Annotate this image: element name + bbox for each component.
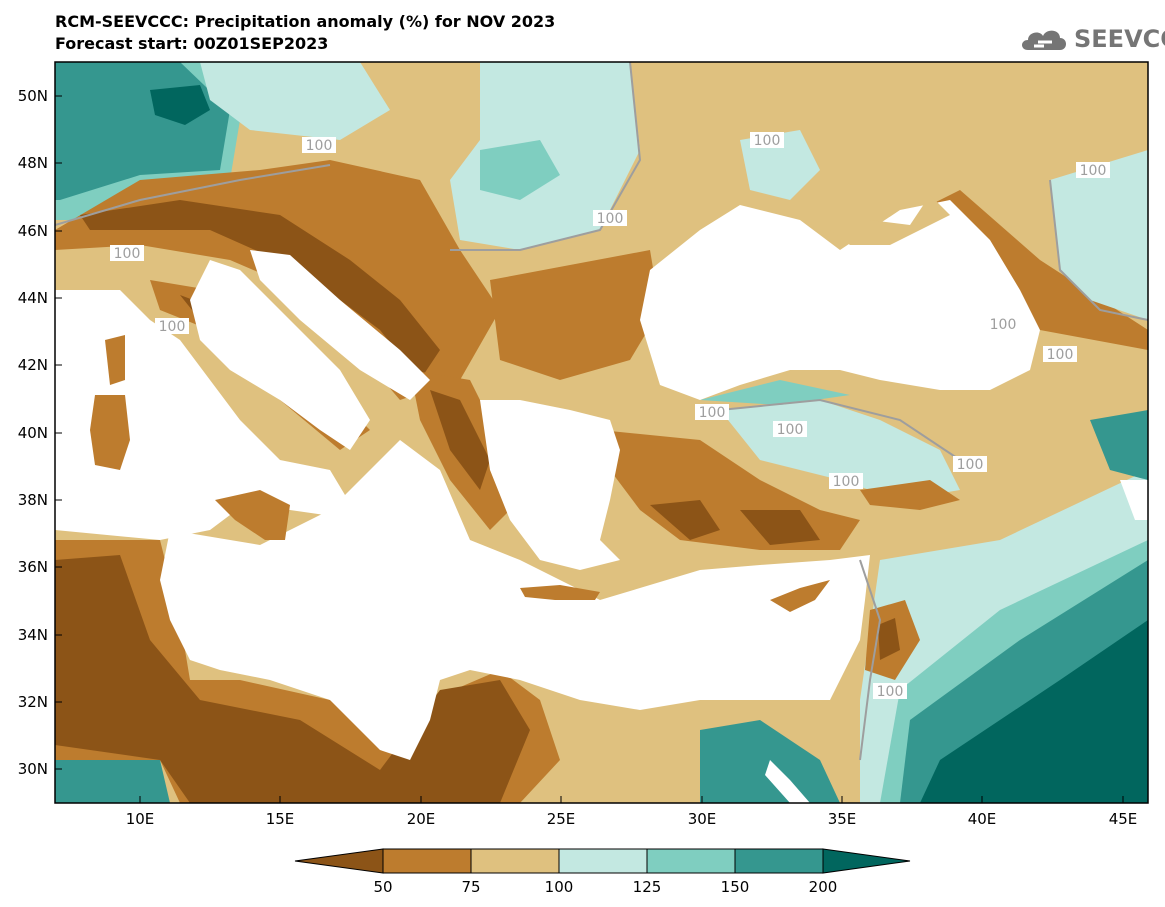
- lon-label-15e: 15E: [266, 810, 295, 828]
- cloud-icon: [1022, 30, 1066, 50]
- contour-label-text: 100: [877, 684, 904, 700]
- czech-slight-wet: [200, 62, 390, 140]
- red-sea-gulf: [765, 760, 810, 803]
- contour-label-text: 100: [114, 246, 141, 262]
- contour-label: 100: [110, 245, 144, 262]
- anatolia-north-wet: [700, 380, 850, 405]
- logo-text: SEEVCCC: [1074, 25, 1165, 53]
- contour-label: 100: [829, 473, 863, 490]
- russia-slight-wet: [1050, 150, 1148, 320]
- colorbar-tick-75: 75: [461, 878, 480, 896]
- alps-very-dry: [80, 200, 440, 380]
- mideast-extreme-wet: [920, 620, 1148, 803]
- balkans-dry: [490, 250, 660, 380]
- colorbar: [294, 848, 911, 874]
- lat-label-48n: 48N: [18, 154, 48, 172]
- black-sea: [640, 200, 1040, 400]
- germany-extreme-wet: [150, 85, 210, 125]
- lon-label-35e: 35E: [828, 810, 857, 828]
- levant-very-dry: [878, 618, 900, 660]
- sicily: [215, 490, 290, 540]
- lon-label-45e: 45E: [1109, 810, 1138, 828]
- poland-wet: [480, 140, 560, 200]
- mediterranean-west: [55, 290, 360, 540]
- contour-label-text: 100: [159, 319, 186, 335]
- contour-label: 100: [302, 137, 336, 154]
- colorbar-tick-150: 150: [721, 878, 750, 896]
- lat-label-44n: 44N: [18, 289, 48, 307]
- lat-label-50n: 50N: [18, 87, 48, 105]
- lat-label-46n: 46N: [18, 222, 48, 240]
- crete: [520, 585, 600, 600]
- contour-lines: [55, 62, 1148, 761]
- map-title: RCM-SEEVCCC: Precipitation anomaly (%) f…: [55, 12, 556, 31]
- contour-label: 100: [873, 683, 907, 700]
- crimea: [830, 195, 950, 245]
- contour-label-text: 100: [957, 457, 984, 473]
- lon-label-25e: 25E: [547, 810, 576, 828]
- contour-label-text: 100: [777, 422, 804, 438]
- contour-label-text: 100: [833, 474, 860, 490]
- contour-label-text: 100: [699, 405, 726, 421]
- lat-label-40n: 40N: [18, 424, 48, 442]
- africa-wet-zone: [55, 760, 170, 803]
- colorbar-segment-75-100: [470, 848, 560, 874]
- lat-label-36n: 36N: [18, 558, 48, 576]
- colorbar-tick-200: 200: [809, 878, 838, 896]
- contour-label-text: 100: [597, 211, 624, 227]
- caspian-corner: [1120, 480, 1148, 520]
- contour-label: 100: [953, 456, 987, 473]
- colorbar-segment-50-75: [382, 848, 472, 874]
- lon-label-10e: 10E: [126, 810, 155, 828]
- aegean-sea: [480, 400, 620, 570]
- contour-label: 100: [773, 421, 807, 438]
- forecast-start-label: Forecast start: 00Z01SEP2023: [55, 34, 329, 53]
- contour-label-text: 100: [990, 317, 1017, 333]
- contour-label-text: 100: [754, 133, 781, 149]
- lat-label-34n: 34N: [18, 626, 48, 644]
- colorbar-segment-100-125: [558, 848, 648, 874]
- contour-label: 100: [593, 210, 627, 227]
- colorbar-segment-150-200: [734, 848, 824, 874]
- anomaly-field: [55, 62, 1148, 803]
- mediterranean-tyrrhenian: [190, 260, 370, 450]
- sardinia: [90, 395, 130, 470]
- contour-label: 100: [750, 132, 784, 149]
- lat-label-32n: 32N: [18, 693, 48, 711]
- colorbar-segment-125-150: [646, 848, 736, 874]
- caucasus-wet: [1090, 410, 1148, 480]
- lat-label-30n: 30N: [18, 760, 48, 778]
- lat-label-38n: 38N: [18, 491, 48, 509]
- contour-label: 100: [1076, 162, 1110, 179]
- lat-label-42n: 42N: [18, 356, 48, 374]
- contour-label-text: 100: [1047, 347, 1074, 363]
- contour-label-text: 100: [306, 138, 333, 154]
- colorbar-tick-50: 50: [373, 878, 392, 896]
- cyprus: [770, 580, 830, 612]
- colorbar-segment-lt50: [294, 848, 384, 874]
- lon-label-20e: 20E: [407, 810, 436, 828]
- anatolia-very-dry: [650, 500, 720, 540]
- greece-very-dry: [430, 390, 490, 490]
- seevccc-logo: SEEVCCC: [1018, 24, 1165, 54]
- contour-label-text: 100: [1080, 163, 1107, 179]
- colorbar-segment-gt200: [822, 848, 911, 874]
- lon-label-30e: 30E: [688, 810, 717, 828]
- contour-label: 100: [695, 404, 729, 421]
- anatolia-very-dry-2: [740, 510, 820, 545]
- adriatic-sea: [250, 250, 430, 400]
- anatolia-east-dry: [860, 480, 960, 510]
- contour-label: 100: [1043, 346, 1077, 363]
- contour-label: 100: [155, 318, 189, 335]
- colorbar-tick-125: 125: [633, 878, 662, 896]
- lon-ticks: [139, 796, 1124, 803]
- lat-ticks: [55, 95, 62, 770]
- lon-label-40e: 40E: [968, 810, 997, 828]
- corsica: [105, 335, 125, 385]
- contour-label: 100: [986, 316, 1020, 333]
- mediterranean-central: [160, 440, 870, 760]
- colorbar-tick-100: 100: [545, 878, 574, 896]
